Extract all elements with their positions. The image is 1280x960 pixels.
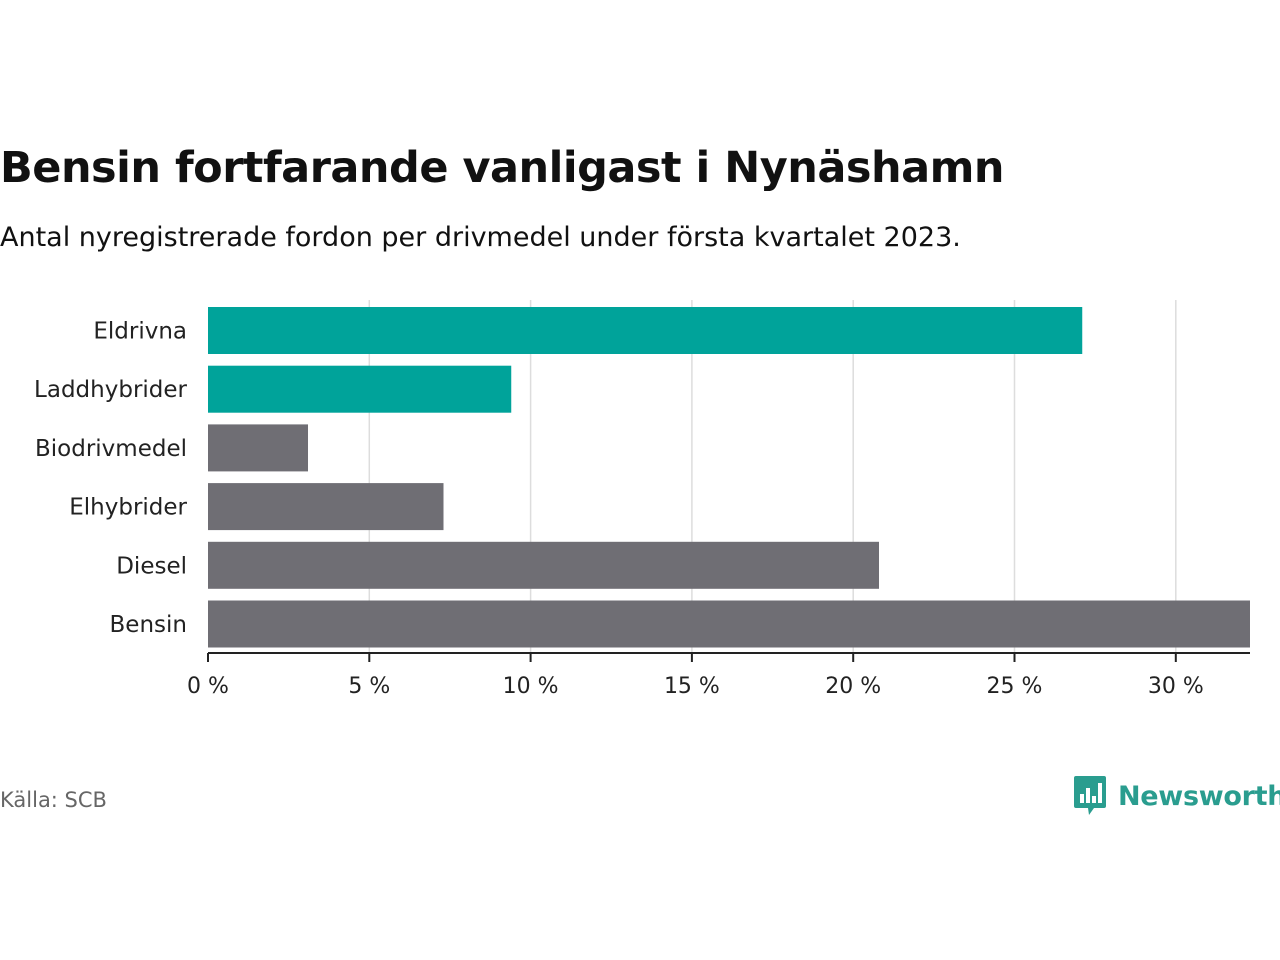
newsworthy-logo-icon <box>1074 776 1106 815</box>
bar-laddhybrider <box>208 365 512 413</box>
bar-biodrivmedel <box>208 424 309 472</box>
bar-elhybrider <box>208 483 444 531</box>
bar-chart: Eldrivna Laddhybrider Biodrivmedel Elhybrid… <box>34 300 1250 699</box>
chart-title: Bensin fortfarande vanligast i Nynäshamn <box>0 143 1005 193</box>
newsworthy-logo: Newsworthy <box>1072 774 1280 818</box>
source-note: Källa: SCB <box>0 788 107 812</box>
category-label: Laddhybrider <box>34 377 187 403</box>
x-tick-label: 15 % <box>664 674 720 699</box>
x-tick-label: 5 % <box>348 674 390 699</box>
x-tick-label: 0 % <box>187 674 229 699</box>
category-label: Elhybrider <box>69 495 187 521</box>
bar-diesel <box>208 541 880 589</box>
category-label: Biodrivmedel <box>35 436 187 462</box>
x-tick-label: 25 % <box>987 674 1043 699</box>
x-tick-label: 30 % <box>1148 674 1204 699</box>
x-tick-label: 10 % <box>503 674 559 699</box>
newsworthy-logo-text: Newsworthy <box>1118 780 1280 812</box>
chart-subtitle: Antal nyregistrerade fordon per drivmede… <box>0 222 961 253</box>
bar-eldrivna <box>208 307 1083 354</box>
x-tick-label: 20 % <box>825 674 881 699</box>
category-label: Eldrivna <box>93 319 187 345</box>
category-label: Diesel <box>116 553 187 579</box>
bar-bensin <box>208 600 1250 648</box>
category-label: Bensin <box>110 612 187 638</box>
